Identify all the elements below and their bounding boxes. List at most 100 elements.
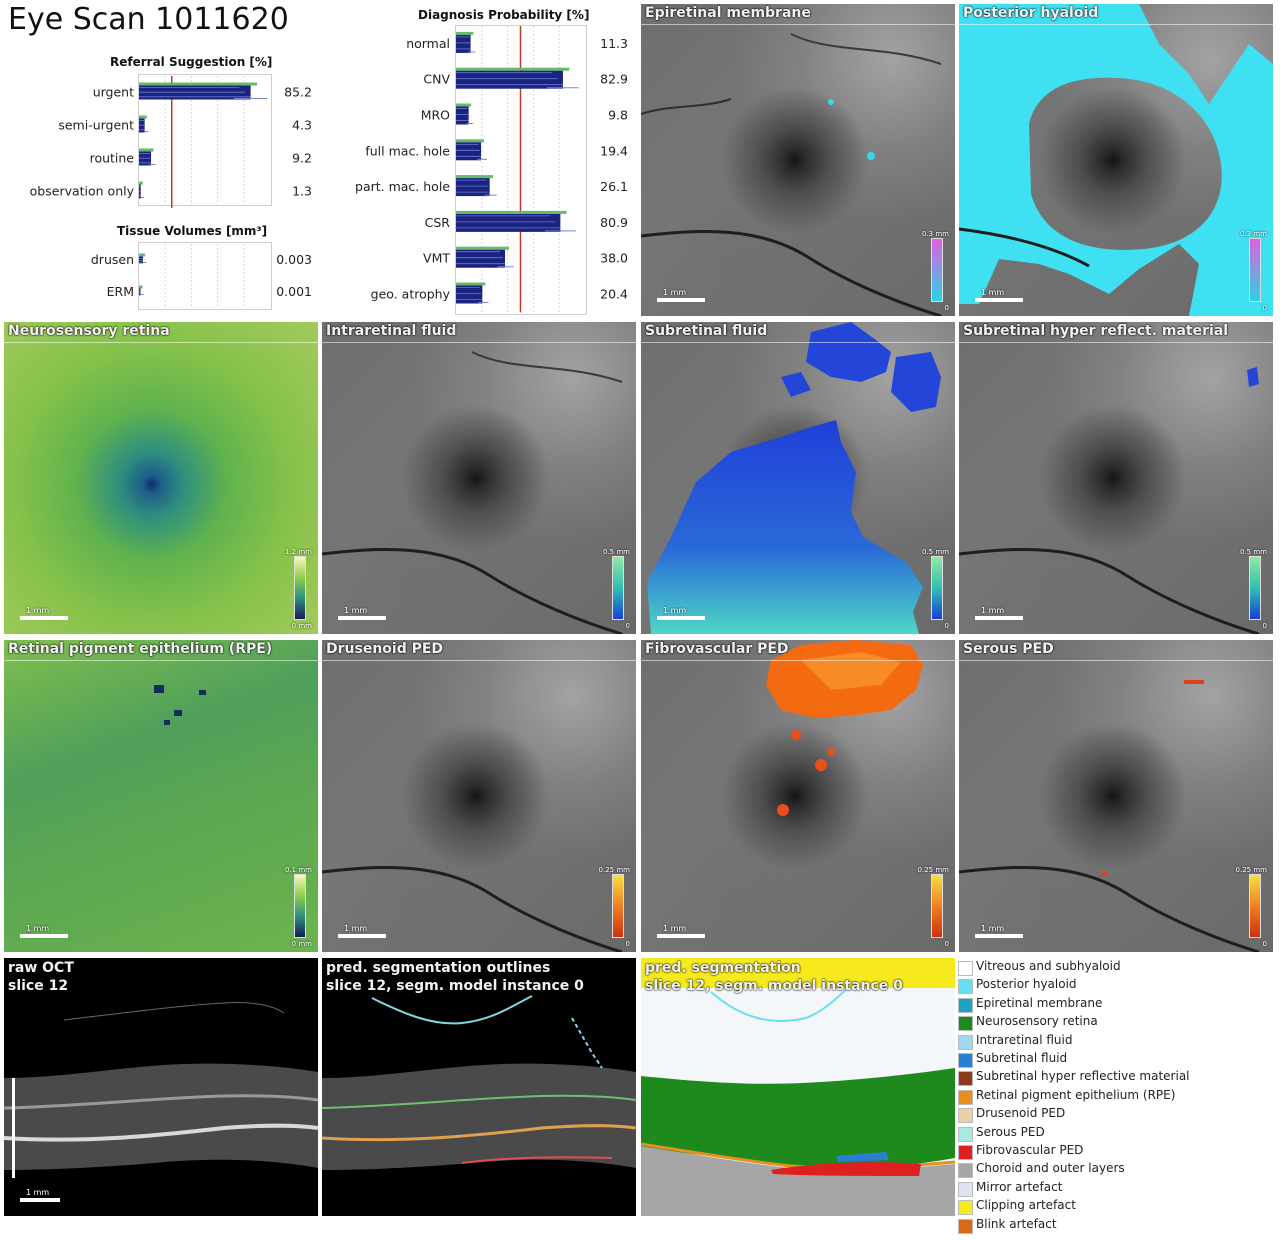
scale-label: 1 mm — [981, 924, 1005, 933]
bar-csr — [456, 213, 561, 232]
panel-subretinal-fluid: Subretinal fluid 0.5 mm 0 1 mm — [641, 322, 955, 634]
tissue-chart: drusen 0.003 ERM 0.001 — [91, 244, 312, 308]
legend-item: Neurosensory retina — [958, 1014, 1268, 1032]
panel-intraretinal-fluid: Intraretinal fluid 0.5 mm 0 1 mm — [322, 322, 636, 634]
value-label: 38.0 — [600, 251, 628, 266]
colorbar-min-label: 0 — [1262, 304, 1267, 312]
bar-vmt — [456, 249, 506, 268]
bar-spread — [456, 210, 567, 214]
legend-swatch — [958, 1218, 973, 1234]
value-label: 11.3 — [600, 36, 628, 51]
oct-bscan — [4, 1002, 318, 1178]
scale-bar — [338, 934, 386, 938]
legend-item: Subretinal hyper reflective material — [958, 1069, 1268, 1087]
hyaloid-overlay — [959, 4, 1273, 316]
legend-swatch — [958, 1053, 973, 1068]
legend-item: Epiretinal membrane — [958, 996, 1268, 1013]
panel-title: Retinal pigment epithelium (RPE) — [8, 641, 273, 657]
legend-item: Mirror artefact — [958, 1180, 1268, 1197]
colorbar-min-label: 0 — [1262, 940, 1267, 948]
legend-item: Posterior hyaloid — [958, 977, 1268, 995]
colorbar — [1249, 874, 1261, 938]
tissue-chart-title: Tissue Volumes [mm³] — [117, 224, 268, 238]
legend-label: Neurosensory retina — [976, 1014, 1098, 1029]
scale-label: 1 mm — [26, 1188, 50, 1197]
bar-part-mac-hole — [456, 178, 490, 197]
panel-title: Fibrovascular PED — [645, 641, 789, 657]
colorbar-min-label: 0 mm — [291, 622, 312, 630]
legend-swatch — [958, 1016, 973, 1032]
bar-spread — [456, 31, 474, 35]
colorbar — [612, 874, 624, 938]
legend-swatch — [958, 961, 973, 976]
scale-bar — [20, 934, 68, 938]
bar-full-mac-hole — [456, 142, 482, 161]
panel-epiretinal-membrane: Epiretinal membrane 0.3 mm 0 1 mm — [641, 4, 955, 316]
colorbar-max-label: 0.3 mm — [1240, 230, 1267, 238]
bar-spread — [139, 115, 147, 119]
legend-label: Intraretinal fluid — [976, 1032, 1073, 1047]
colorbar-max-label: 0.5 mm — [922, 548, 949, 556]
legend-item: Subretinal fluid — [958, 1051, 1268, 1068]
legend-label: Serous PED — [976, 1124, 1045, 1139]
scale-label: 1 mm — [981, 288, 1005, 297]
legend-item: Intraretinal fluid — [958, 1033, 1268, 1050]
legend-item: Drusenoid PED — [958, 1106, 1268, 1124]
colorbar-max-label: 1.2 mm — [285, 548, 312, 556]
panel-title: Subretinal fluid — [645, 323, 768, 339]
colorbar — [1249, 238, 1261, 302]
scale-label: 1 mm — [981, 606, 1005, 615]
category-label: routine — [90, 151, 135, 166]
scale-label: 1 mm — [663, 924, 687, 933]
legend-swatch — [958, 979, 973, 995]
legend-label: Vitreous and subhyaloid — [976, 959, 1121, 973]
colorbar — [931, 874, 943, 938]
legend-item: Choroid and outer layers — [958, 1161, 1268, 1179]
legend-swatch — [958, 997, 973, 1013]
oct-title-line-1: pred. segmentation outlines — [326, 960, 551, 976]
value-label: 85.2 — [284, 85, 312, 100]
diagnosis-chart: normal 11.3 CNV 82.9 MRO 9.8 full mac. hole 19.… — [355, 26, 628, 313]
bar-spread — [456, 175, 494, 179]
panel-raw-oct: raw OCT slice 12 1 mm — [4, 958, 318, 1216]
fundus-image — [959, 640, 1273, 952]
colorbar — [1249, 556, 1261, 620]
colorbar-min-label: 0 — [1262, 622, 1267, 630]
legend-label: Choroid and outer layers — [976, 1161, 1125, 1176]
colorbar-min-label: 0 mm — [291, 940, 312, 948]
bar-spread — [456, 246, 509, 250]
bar-spread — [139, 181, 143, 185]
rpe-overlay — [154, 685, 206, 725]
scale-bar — [20, 616, 68, 620]
referral-chart-title: Referral Suggestion [%] — [110, 55, 273, 69]
panel-title: Subretinal hyper reflect. material — [963, 323, 1229, 339]
value-label: 9.2 — [292, 151, 312, 166]
colorbar-max-label: 0.5 mm — [1240, 548, 1267, 556]
legend-item: Retinal pigment epithelium (RPE) — [958, 1088, 1268, 1105]
category-label: geo. atrophy — [371, 287, 451, 302]
legend-swatch — [958, 1200, 973, 1216]
scale-bar — [975, 616, 1023, 620]
legend-swatch — [958, 1181, 973, 1197]
scale-bar — [338, 616, 386, 620]
colorbar-max-label: 0.25 mm — [598, 866, 630, 874]
panel-serous-ped: Serous PED 0.25 mm 0 1 mm — [959, 640, 1273, 952]
colorbar-max-label: 0.25 mm — [917, 866, 949, 874]
category-label: MRO — [421, 108, 450, 123]
category-label: VMT — [423, 251, 450, 266]
vessel-overlay — [322, 351, 623, 634]
bar-spread — [139, 253, 146, 257]
value-label: 26.1 — [600, 179, 628, 194]
legend-swatch — [958, 1034, 973, 1050]
panel-fibrovascular-ped: Fibrovascular PED 0.25 mm 0 1 mm — [641, 640, 955, 952]
colorbar-min-label: 0 — [944, 622, 949, 630]
legend-swatch — [958, 1108, 973, 1124]
colorbar — [294, 874, 306, 938]
legend-swatch — [958, 1126, 973, 1142]
oct-title-line-2: slice 12 — [8, 978, 69, 994]
value-label: 20.4 — [600, 287, 628, 302]
value-label: 80.9 — [600, 215, 628, 230]
value-label: 1.3 — [292, 184, 312, 199]
category-label: part. mac. hole — [355, 179, 450, 194]
legend-label: Subretinal hyper reflective material — [976, 1069, 1190, 1084]
